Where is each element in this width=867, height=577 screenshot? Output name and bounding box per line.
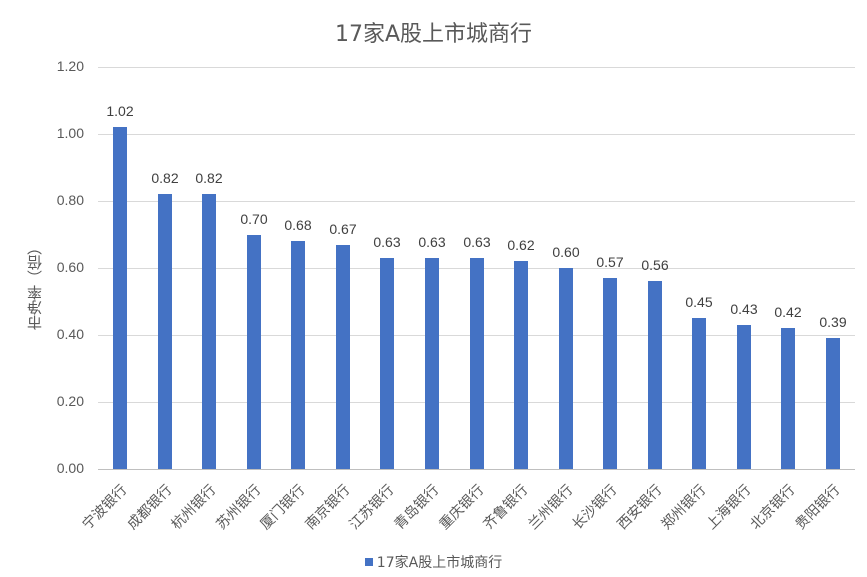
legend: 17家A股上市城商行 — [0, 552, 867, 572]
y-tick-label: 1.20 — [56, 58, 84, 74]
data-label: 0.67 — [329, 221, 357, 237]
bar[interactable] — [113, 127, 127, 469]
legend-label: 17家A股上市城商行 — [376, 555, 503, 571]
bar[interactable] — [425, 258, 439, 469]
y-tick-label: 0.20 — [56, 393, 84, 409]
data-label: 0.39 — [819, 314, 847, 330]
data-label: 0.63 — [418, 234, 446, 250]
data-label: 0.63 — [373, 234, 401, 250]
y-tick-label: 1.00 — [56, 125, 84, 141]
data-label: 0.60 — [552, 244, 580, 260]
bar[interactable] — [603, 278, 617, 469]
bar[interactable] — [648, 281, 662, 469]
bar[interactable] — [202, 194, 216, 469]
data-label: 0.45 — [685, 294, 713, 310]
gridline — [98, 134, 855, 135]
bar[interactable] — [737, 325, 751, 469]
gridline — [98, 67, 855, 68]
bar[interactable] — [692, 318, 706, 469]
bar[interactable] — [781, 328, 795, 469]
bar[interactable] — [514, 261, 528, 469]
chart-title: 17家A股上市城商行 — [334, 22, 533, 47]
y-tick-label: 0.40 — [56, 326, 84, 342]
data-label: 0.82 — [151, 170, 179, 186]
bar[interactable] — [247, 235, 261, 469]
data-label: 0.62 — [507, 237, 535, 253]
data-label: 0.82 — [195, 170, 223, 186]
data-label: 0.42 — [774, 304, 802, 320]
bar[interactable] — [470, 258, 484, 469]
y-tick-label: 0.80 — [56, 192, 84, 208]
y-tick-label: 0.00 — [56, 460, 84, 476]
bar[interactable] — [380, 258, 394, 469]
data-label: 0.70 — [240, 211, 268, 227]
data-label: 1.02 — [106, 103, 134, 119]
data-label: 0.68 — [284, 217, 312, 233]
bar[interactable] — [826, 338, 840, 469]
y-tick-label: 0.60 — [56, 259, 84, 275]
bar[interactable] — [336, 245, 350, 469]
data-label: 0.63 — [463, 234, 491, 250]
data-label: 0.43 — [730, 301, 758, 317]
legend-swatch — [364, 558, 373, 566]
data-label: 0.57 — [596, 254, 624, 270]
y-axis-label: 市净率（倍） — [26, 240, 44, 330]
x-axis-line — [98, 469, 855, 470]
bar[interactable] — [559, 268, 573, 469]
gridline — [98, 201, 855, 202]
bar[interactable] — [158, 194, 172, 469]
data-label: 0.56 — [641, 257, 669, 273]
bar[interactable] — [291, 241, 305, 469]
